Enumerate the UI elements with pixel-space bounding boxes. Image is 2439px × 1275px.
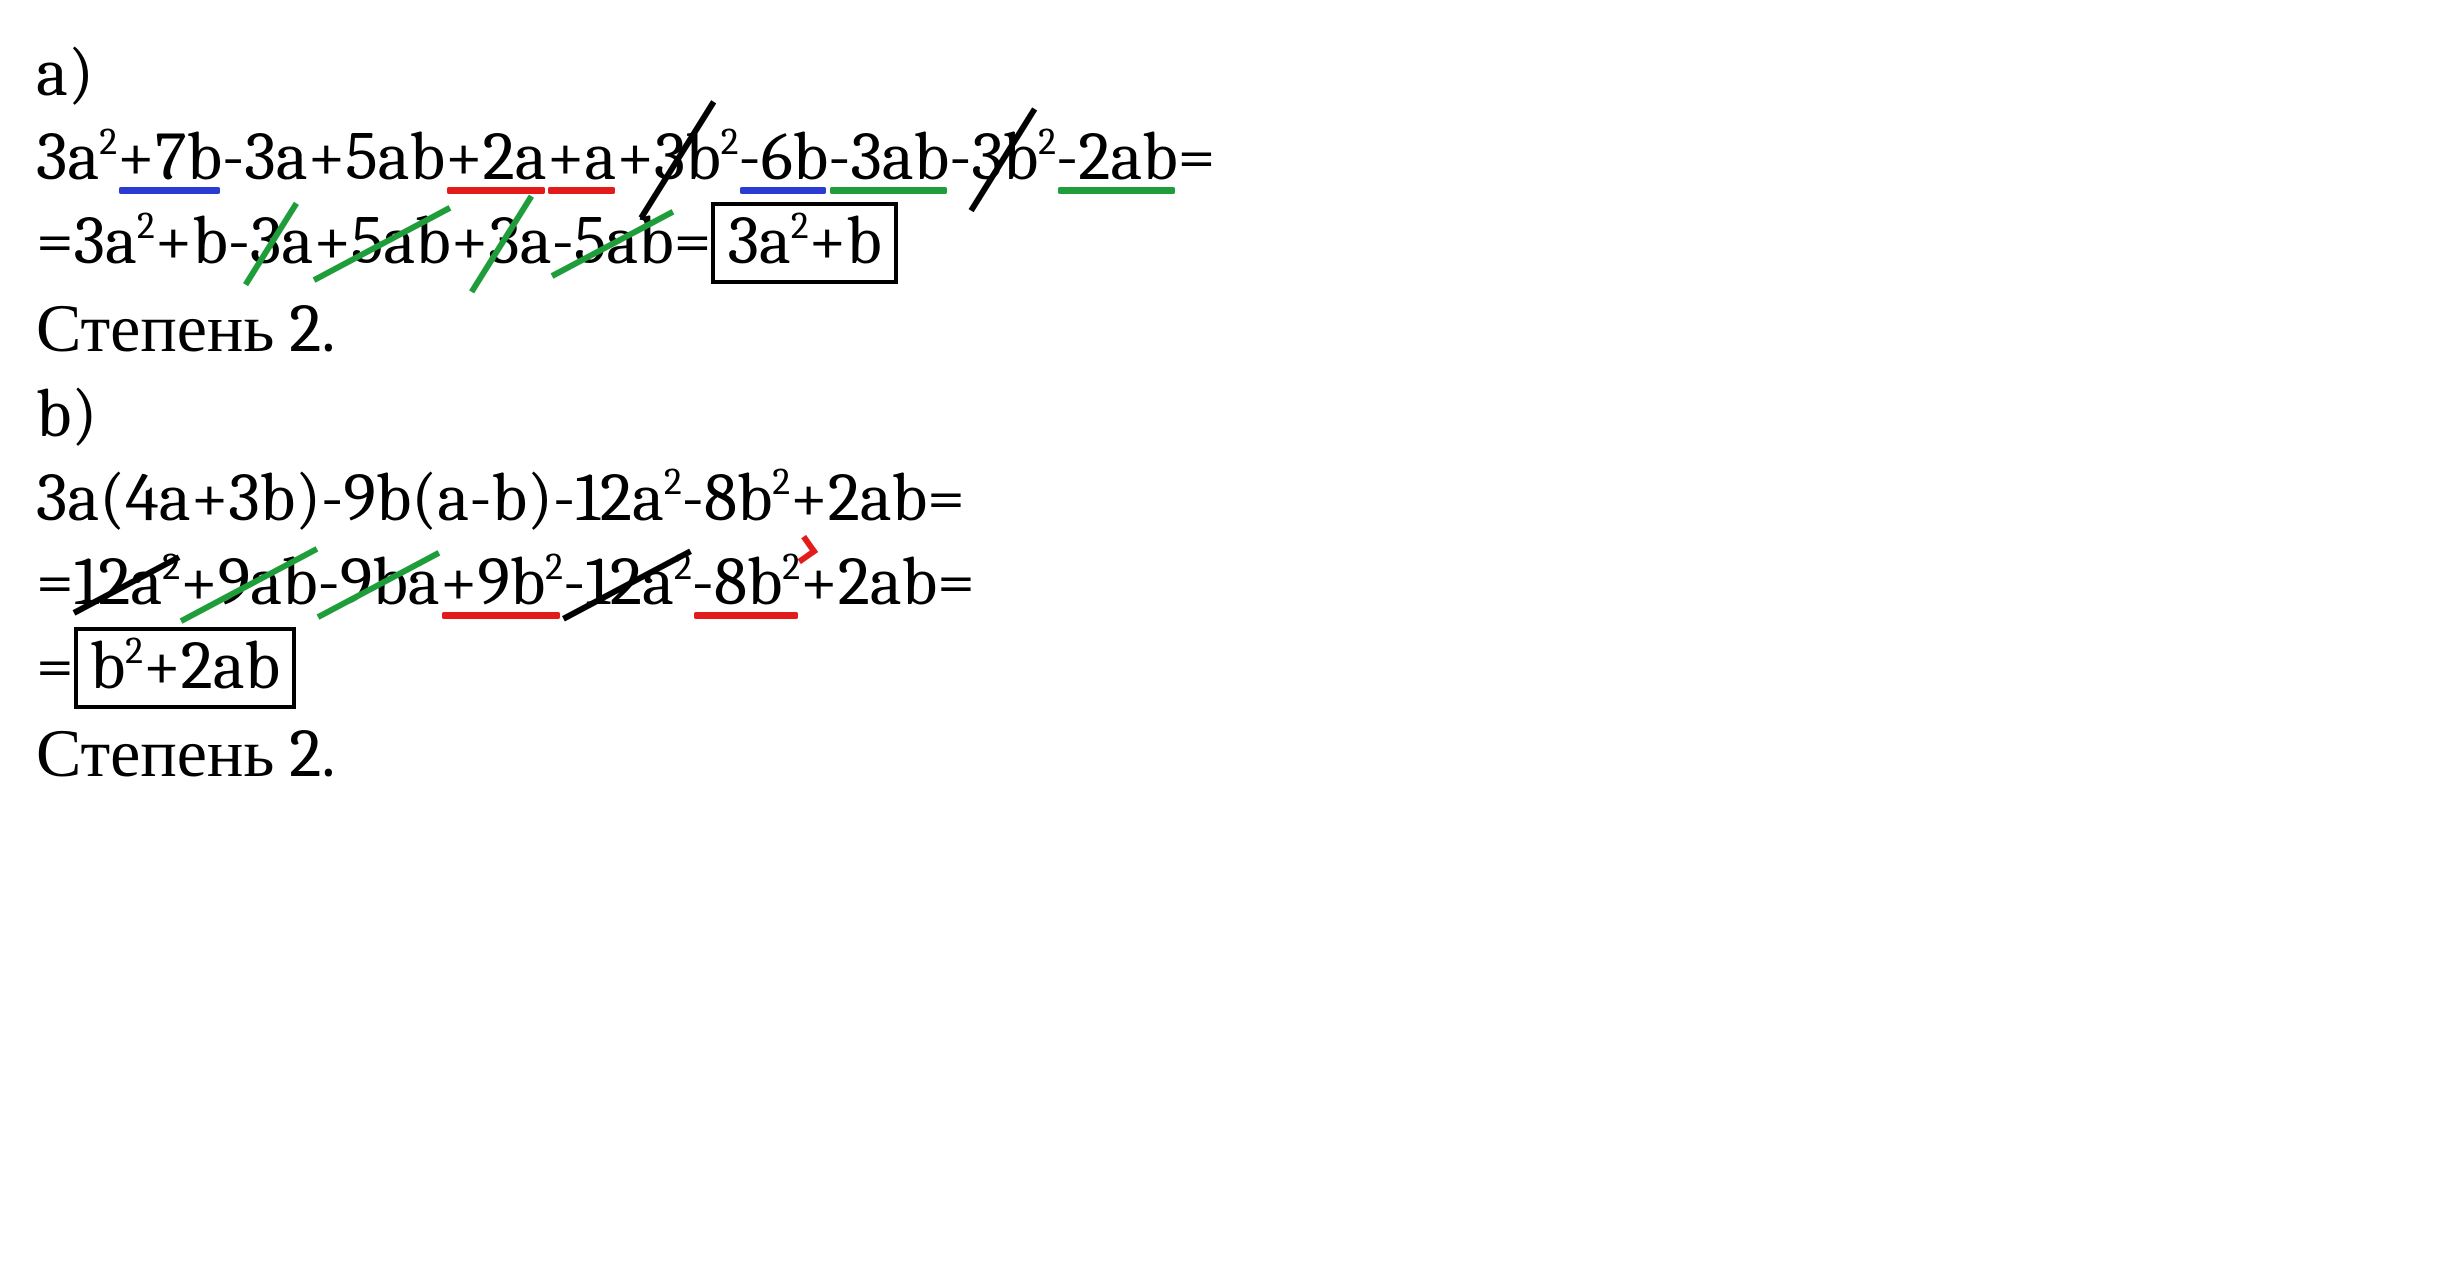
math-term: -2ab xyxy=(1056,118,1178,196)
part-b-expression-3: = b2+2ab xyxy=(36,627,2403,709)
math-term: -3b2 xyxy=(949,118,1056,196)
math-term: +3b2 xyxy=(616,118,738,196)
part-b-expression-2: =12a2+9ab-9ba+9b2-12a2-8b2+2ab= xyxy=(36,543,2403,621)
boxed-answer-b: b2+2ab xyxy=(74,627,297,709)
part-b-expression-1: 3a(4a+3b)-9b(a-b)-12a2-8b2+2ab= xyxy=(36,459,2403,537)
math-term: -6b xyxy=(738,118,828,196)
math-term: +7b xyxy=(117,118,222,196)
a2-prefix: =3a2+b xyxy=(36,202,228,280)
exponent: 2 xyxy=(664,461,682,504)
math-term: +9ab xyxy=(180,543,318,621)
part-a-degree: Степень 2. xyxy=(36,290,2403,368)
exponent: 2 xyxy=(772,461,790,504)
text: -8b xyxy=(682,459,773,537)
math-term: +a xyxy=(547,118,617,196)
math-term: 12a2 xyxy=(74,543,180,621)
equals-sign: = xyxy=(674,202,712,280)
math-term: 3a2 xyxy=(36,118,117,196)
text: b xyxy=(90,627,125,705)
exponent: 2 xyxy=(791,205,809,248)
math-term: +5ab xyxy=(308,118,445,196)
math-term: -9ba xyxy=(318,543,440,621)
math-term: +2ab= xyxy=(800,543,975,621)
math-worksheet: a) 3a2+7b-3a+5ab+2a+a+3b2-6b-3ab-3b2-2ab… xyxy=(0,0,2439,828)
math-term: -5ab xyxy=(552,202,674,280)
text: +b xyxy=(155,202,228,280)
math-term: -3a xyxy=(228,202,314,280)
part-a-expression-1: 3a2+7b-3a+5ab+2a+a+3b2-6b-3ab-3b2-2ab= xyxy=(36,118,2403,196)
exponent: 2 xyxy=(125,630,143,673)
text: +2ab xyxy=(143,627,280,705)
part-a-label: a) xyxy=(36,34,2403,112)
math-term: +5ab xyxy=(313,202,450,280)
math-term: -3a xyxy=(222,118,308,196)
part-b-degree: Степень 2. xyxy=(36,715,2403,793)
math-term: -12a2 xyxy=(563,543,692,621)
text: +b xyxy=(809,202,882,280)
equals-sign: = xyxy=(36,627,74,705)
math-term: -3ab xyxy=(828,118,949,196)
text: =3a xyxy=(36,202,137,280)
text: 3a(4a+3b)-9b(a-b)-12a xyxy=(36,459,664,537)
math-term: = xyxy=(1178,118,1216,196)
math-term: +2a xyxy=(445,118,547,196)
part-a-expression-2: =3a2+b -3a+5ab+3a-5ab= 3a2+b xyxy=(36,202,2403,284)
text: +2ab= xyxy=(790,459,965,537)
text: 3a xyxy=(728,202,791,280)
math-term: -8b2 xyxy=(692,543,800,621)
boxed-answer-a: 3a2+b xyxy=(711,202,897,284)
math-term: +9b2 xyxy=(440,543,563,621)
equals-sign: = xyxy=(36,543,74,621)
math-term: +3a xyxy=(451,202,552,280)
part-b-label: b) xyxy=(36,375,2403,453)
exponent: 2 xyxy=(137,205,155,248)
